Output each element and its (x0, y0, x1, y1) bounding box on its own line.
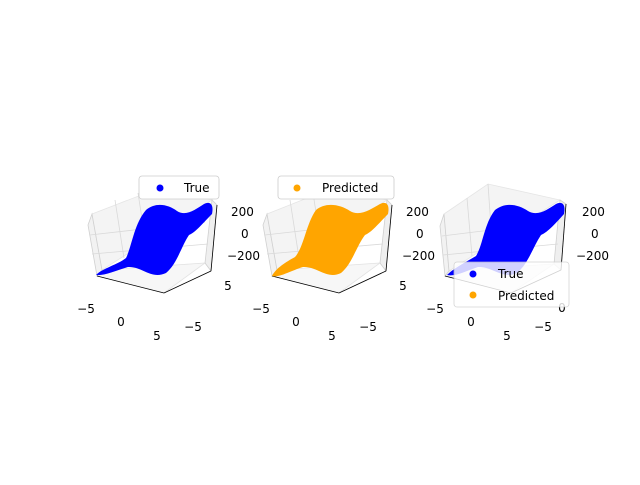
x-tick-label: 5 (153, 329, 161, 343)
z-tick-label: 200 (582, 205, 605, 219)
x-tick-label: 5 (503, 329, 511, 343)
z-tick-label: 0 (416, 227, 424, 241)
legend-marker-predicted (469, 291, 477, 299)
x-tick-label: −5 (77, 302, 95, 316)
z-ticks: 200 0 −200 (227, 205, 260, 263)
y-tick-label: 5 (224, 279, 232, 293)
subplot-predicted: −5 0 5 5 −5 200 0 −200 Predicted (252, 175, 435, 343)
legend-label-predicted: Predicted (498, 289, 554, 303)
legend-label-predicted: Predicted (322, 181, 378, 195)
z-tick-label: −200 (576, 249, 609, 263)
x-tick-label: 5 (328, 329, 336, 343)
scatter-surface-true (96, 202, 213, 276)
subplot-comparison: −5 0 5 0 −5 200 0 −200 True Predicted (426, 183, 609, 343)
z-tick-label: 0 (591, 227, 599, 241)
legend-box (138, 175, 220, 200)
y-ticks: 5 −5 (359, 279, 407, 334)
scatter-surface-true (447, 202, 565, 276)
x-tick-label: 0 (117, 315, 125, 329)
legend-label-true: True (183, 181, 210, 195)
scatter-surface-predicted (272, 202, 389, 277)
x-tick-label: 0 (467, 315, 475, 329)
z-tick-label: 200 (406, 205, 429, 219)
legend-marker-true (469, 270, 477, 278)
legend: True (138, 175, 220, 200)
z-tick-label: −200 (402, 249, 435, 263)
z-ticks: 200 0 −200 (402, 205, 435, 263)
y-tick-label: 5 (399, 279, 407, 293)
z-tick-label: −200 (227, 249, 260, 263)
legend: Predicted (277, 175, 395, 200)
legend: True Predicted (453, 261, 570, 308)
y-ticks: 5 −5 (184, 279, 232, 334)
y-ticks: 0 −5 (534, 301, 566, 334)
legend-marker-true (156, 184, 164, 192)
x-ticks: −5 0 5 (252, 302, 336, 343)
x-ticks: −5 0 5 (426, 302, 511, 343)
y-tick-label: −5 (359, 320, 377, 334)
z-ticks: 200 0 −200 (576, 205, 609, 263)
z-tick-label: 0 (241, 227, 249, 241)
x-tick-label: −5 (426, 302, 444, 316)
legend-marker-predicted (293, 184, 301, 192)
x-tick-label: −5 (252, 302, 270, 316)
legend-box (453, 261, 570, 308)
z-tick-label: 200 (231, 205, 254, 219)
subplot-true: −5 0 5 5 −5 200 0 −200 True (77, 175, 260, 343)
x-ticks: −5 0 5 (77, 302, 161, 343)
y-tick-label: −5 (184, 320, 202, 334)
legend-box (277, 175, 395, 200)
legend-label-true: True (497, 267, 524, 281)
y-tick-label: 0 (558, 301, 566, 315)
y-tick-label: −5 (534, 320, 552, 334)
x-tick-label: 0 (292, 315, 300, 329)
